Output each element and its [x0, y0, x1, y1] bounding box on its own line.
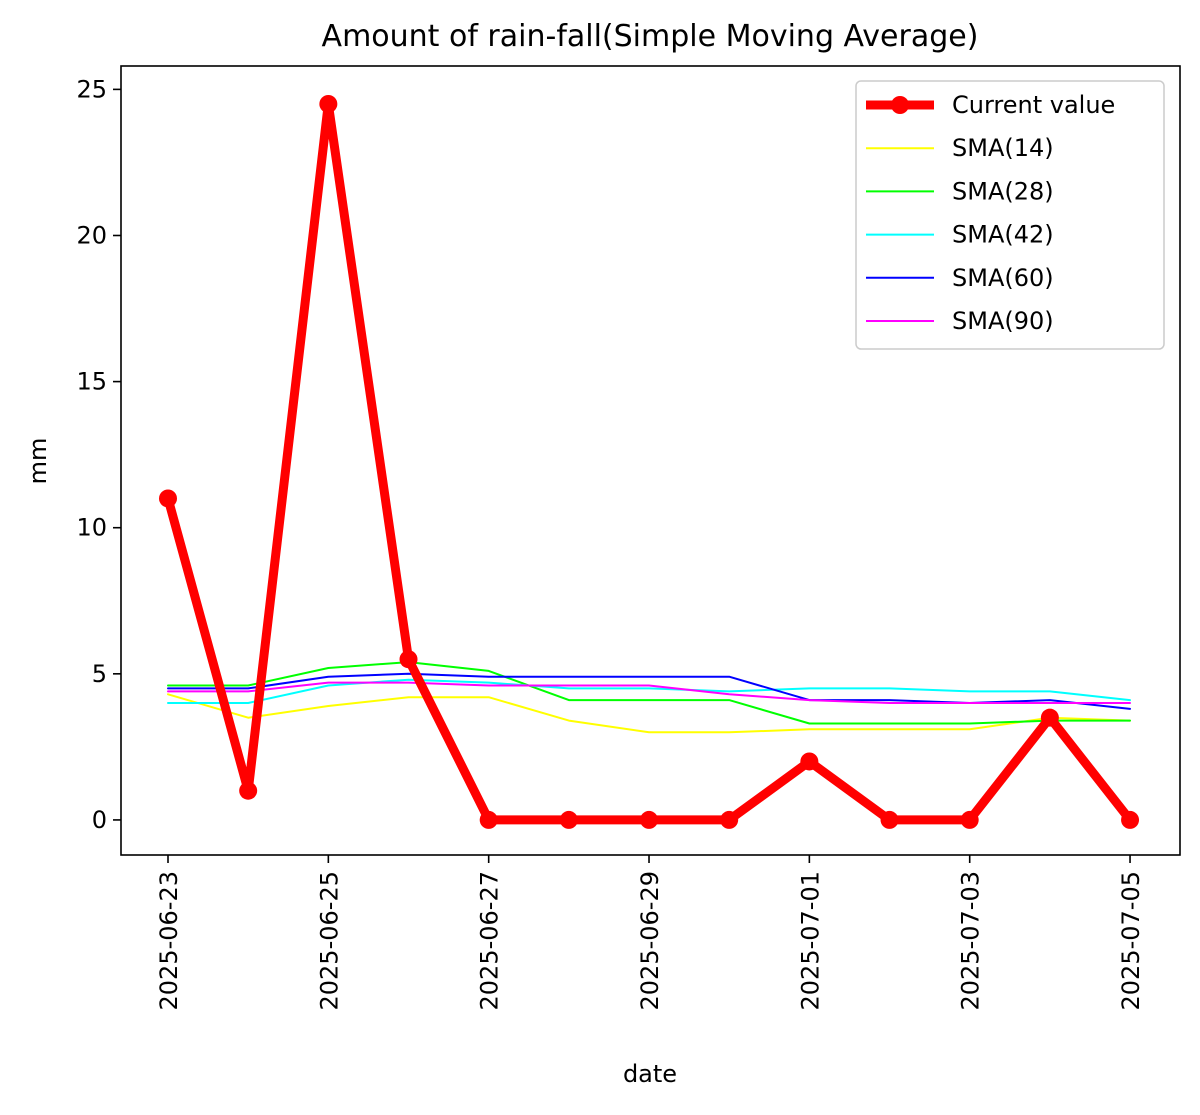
series-line: [167, 661, 1131, 725]
x-tick-label: 2025-07-03: [957, 871, 985, 1010]
y-tick-label: 0: [92, 806, 107, 834]
x-tick-label: 2025-07-01: [796, 871, 824, 1010]
series-sma42: [167, 678, 1131, 704]
legend-label: SMA(60): [952, 264, 1054, 292]
series-current-value: [159, 94, 1140, 829]
data-point-marker: [559, 810, 578, 829]
x-tick-label: 2025-07-05: [1117, 871, 1145, 1010]
x-tick-label: 2025-06-23: [155, 871, 183, 1010]
data-point-marker: [1121, 810, 1140, 829]
legend-label: SMA(90): [952, 307, 1054, 335]
x-axis-label: date: [623, 1060, 677, 1088]
plot-area: 0 5 10 15 20 25 2025-06-23 2025-06-25 2025-06-27…: [76, 65, 1181, 1010]
x-tick-label: 2025-06-27: [476, 871, 504, 1010]
data-point-marker: [1040, 708, 1059, 727]
legend-label: SMA(42): [952, 221, 1054, 249]
data-point-marker: [880, 810, 899, 829]
chart-title: Amount of rain-fall(Simple Moving Averag…: [322, 19, 979, 54]
data-point-marker: [319, 94, 338, 113]
x-tick-label: 2025-06-29: [636, 871, 664, 1010]
data-point-marker: [239, 781, 258, 800]
y-tick-label: 10: [76, 514, 107, 542]
series-line: [167, 678, 1131, 704]
series-line: [167, 681, 1131, 704]
series-sma14: [167, 693, 1131, 734]
y-axis-label: mm: [24, 438, 52, 485]
y-tick-label: 20: [76, 221, 107, 249]
data-point-marker: [640, 810, 659, 829]
legend-label: SMA(28): [952, 177, 1054, 205]
plot-frame: [120, 65, 1181, 856]
y-tick-label: 25: [76, 75, 107, 103]
series-sma28: [167, 661, 1131, 725]
data-point-marker: [960, 810, 979, 829]
x-tick-label: 2025-06-25: [315, 871, 343, 1010]
data-point-marker: [159, 489, 177, 508]
data-point-marker: [800, 752, 819, 771]
legend: Current value SMA(14) SMA(28) SMA(42) SMA(60…: [855, 80, 1165, 350]
y-tick-label: 5: [92, 660, 107, 688]
data-point-marker: [479, 810, 498, 829]
data-point-marker: [720, 810, 739, 829]
legend-label: Current value: [952, 91, 1115, 119]
series-line: [167, 693, 1131, 734]
legend-label: SMA(14): [952, 134, 1054, 162]
y-tick-label: 15: [76, 368, 107, 396]
data-point-marker: [399, 650, 418, 669]
series-sma90: [167, 681, 1131, 704]
legend-marker: [891, 96, 909, 114]
